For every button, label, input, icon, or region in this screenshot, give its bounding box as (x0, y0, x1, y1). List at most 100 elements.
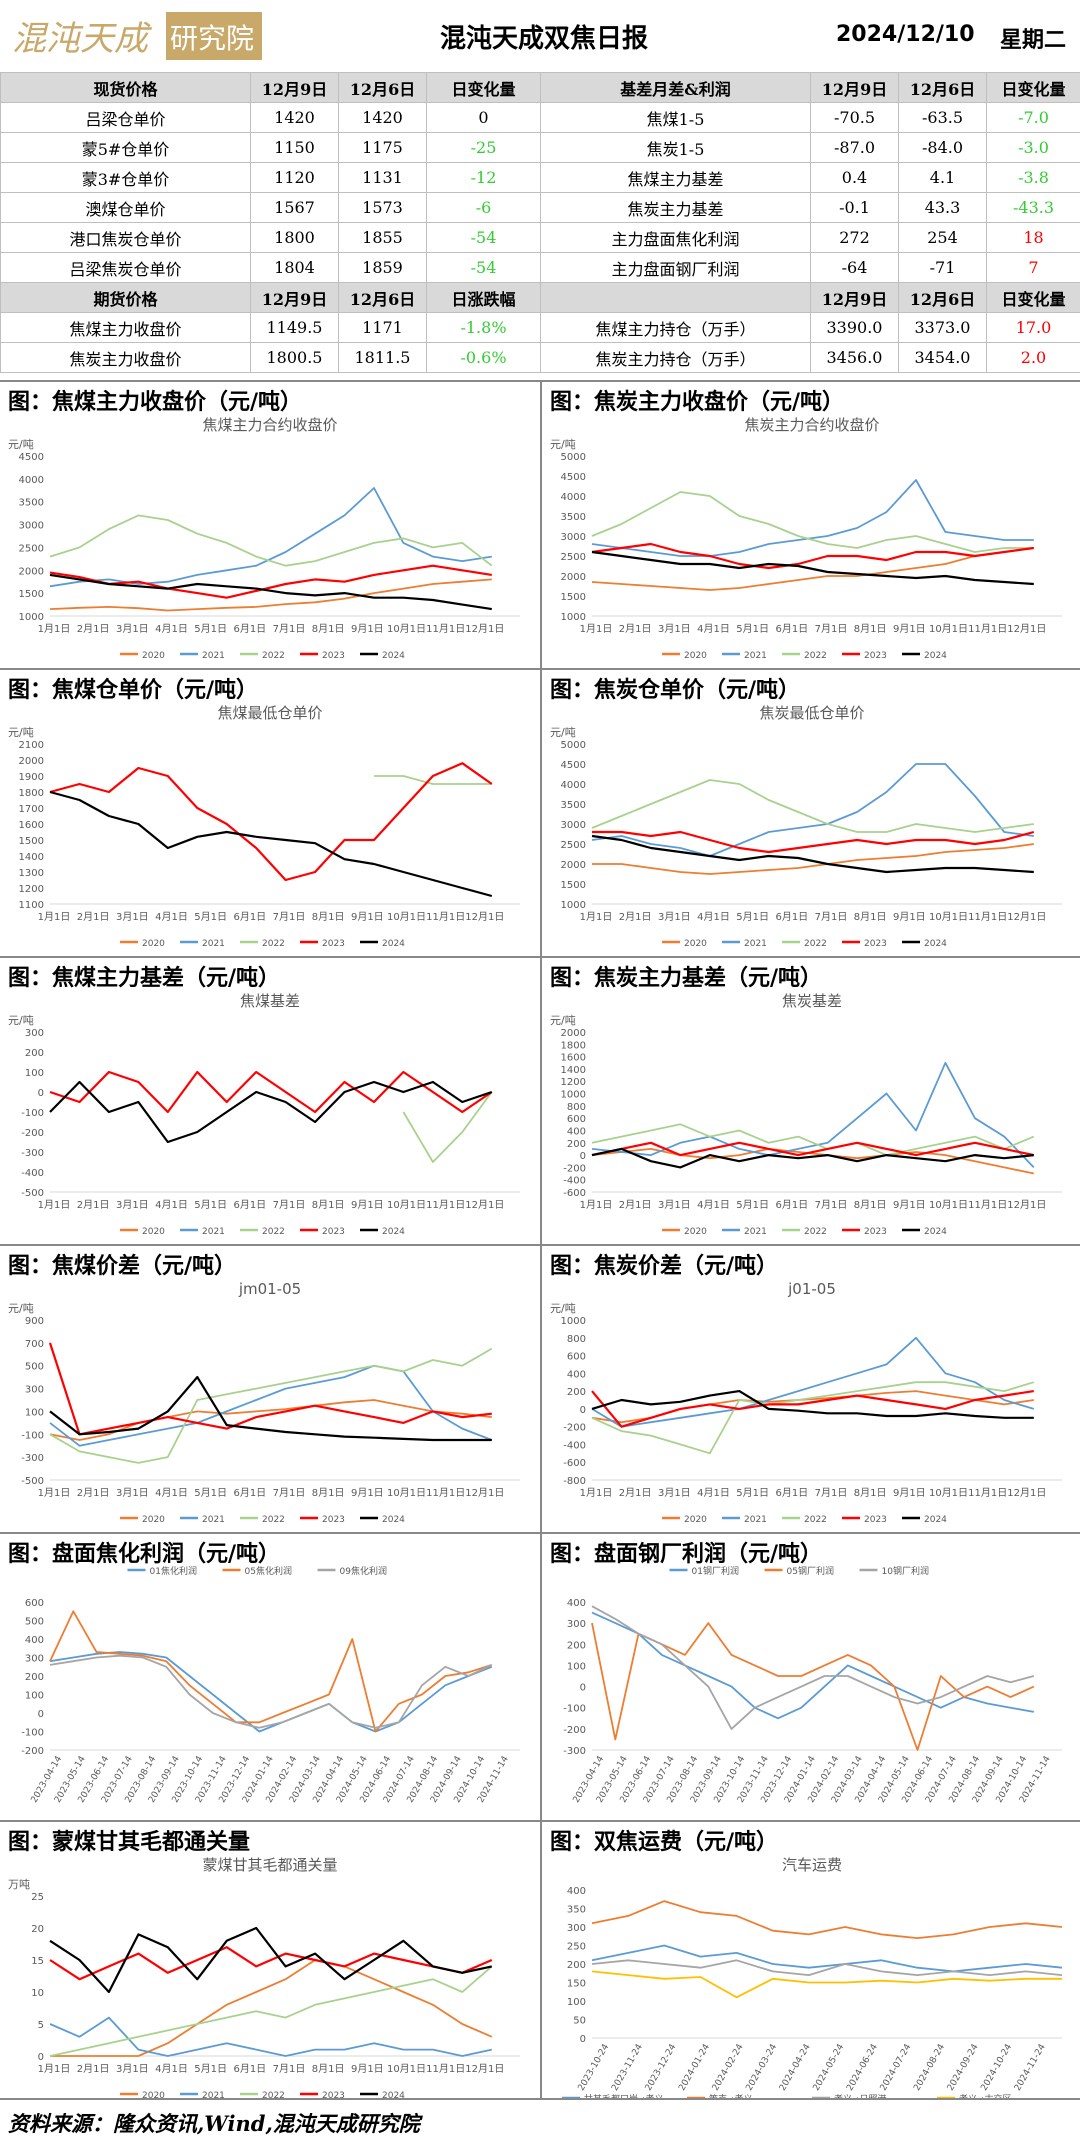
table-cell: 吕梁仓单价 (0, 102, 251, 133)
y-tick-label: 1500 (561, 880, 586, 891)
x-tick-label: 5月1日 (736, 911, 769, 923)
table-cell: 1150 (250, 132, 339, 163)
series-line-3 (591, 1390, 1034, 1428)
table-cell: -12 (426, 162, 541, 193)
chart-section: 图：焦煤价差（元/吨） jm01-05 元/吨 -500 -300 -100 100 300 5… (0, 1244, 1080, 1534)
table-cell: 焦煤1-5 (540, 102, 811, 133)
table-cell: 1811.5 (338, 342, 427, 373)
series-line-2 (591, 1381, 1035, 1455)
table-row: 澳煤仓单价 1567 1573 -6 焦炭主力基差 -0.1 43.3 -43.3 (0, 192, 1080, 223)
x-tick-label: 4月1日 (155, 1199, 188, 1211)
x-tick-label: 10月1日 (387, 2063, 426, 2075)
x-tick-label: 11月1日 (426, 1487, 465, 1499)
table-cell: 1855 (338, 222, 427, 253)
x-tick-label: 1月1日 (580, 623, 613, 635)
x-tick-label: 12月1日 (465, 2063, 504, 2075)
x-tick-label: 4月1日 (697, 1199, 730, 1211)
y-tick-label: 0 (38, 2052, 44, 2063)
legend-label: 2024 (382, 1515, 405, 1525)
legend-label: 2021 (744, 651, 767, 661)
x-tick-label: 1月1日 (38, 1487, 71, 1499)
y-tick-label: 100 (567, 1661, 586, 1672)
legend-label: 05焦化利润 (245, 1565, 292, 1577)
chart-unit: 元/吨 (550, 726, 576, 739)
legend-label: 2024 (924, 939, 947, 949)
table-row: 吕梁焦炭仓单价 1804 1859 -54 主力盘面钢厂利润 -64 -71 7 (0, 252, 1080, 283)
series-line-3 (591, 542, 1034, 570)
y-tick-label: -400 (563, 1176, 586, 1187)
x-tick-label: 11月1日 (426, 911, 465, 923)
table-cell: 焦煤主力收盘价 (0, 312, 251, 343)
legend-label: 2023 (322, 2091, 345, 2101)
table-cell: -25 (426, 132, 541, 163)
table-cell: 蒙5#仓单价 (0, 132, 251, 163)
x-tick-label: 3月1日 (116, 1199, 149, 1211)
table-cell: 主力盘面焦化利润 (540, 222, 811, 253)
legend-label: 2021 (744, 1515, 767, 1525)
y-tick-label: 200 (567, 1640, 586, 1651)
table-header-cell: 基差月差&利润 (540, 72, 811, 103)
y-tick-label: -600 (563, 1188, 586, 1199)
chart-unit: 万吨 (8, 1878, 30, 1891)
x-tick-label: 2月1日 (619, 1487, 652, 1499)
table-cell: 1131 (338, 162, 427, 193)
table-row: 焦煤主力收盘价 1149.5 1171 -1.8% 焦煤主力持仓（万手） 3390.0 33… (0, 312, 1080, 343)
x-tick-label: 11月1日 (968, 911, 1007, 923)
y-tick-label: 2000 (561, 572, 586, 583)
x-tick-label: 8月1日 (854, 911, 887, 923)
y-tick-label: -200 (563, 1423, 586, 1434)
legend-label: 09焦化利润 (340, 1565, 387, 1577)
y-tick-label: 10 (31, 1988, 44, 1999)
x-tick-label: 12月1日 (465, 911, 504, 923)
series-line-2 (49, 514, 493, 567)
table-cell: 蒙3#仓单价 (0, 162, 251, 193)
report-weekday: 星期二 (1000, 27, 1067, 53)
table-header-row: 现货价格 12月9日 12月6日 日变化量 基差月差&利润 12月9日 12月6日 日变化量 (0, 72, 1080, 103)
table-header-cell: 日涨跌幅 (426, 282, 541, 313)
y-tick-label: 4000 (561, 492, 586, 503)
x-tick-label: 1月1日 (38, 1199, 71, 1211)
chart-panel-c5: 图：焦煤主力基差（元/吨） 焦煤基差 元/吨 -500 -400 -300 -200 -100… (0, 958, 540, 1246)
panel-title: 图：盘面焦化利润（元/吨） (8, 1541, 281, 1567)
series-line-0 (50, 1959, 493, 2057)
y-tick-label: 300 (25, 1028, 44, 1039)
y-tick-label: 600 (567, 1114, 586, 1125)
chart-unit: 元/吨 (550, 1014, 576, 1027)
x-tick-label: 7月1日 (273, 1487, 306, 1499)
table-cell: 主力盘面钢厂利润 (540, 252, 811, 283)
x-tick-label: 2月1日 (77, 623, 110, 635)
table-header-cell: 12月6日 (338, 282, 427, 313)
table-cell: -84.0 (898, 132, 987, 163)
table-row: 蒙5#仓单价 1150 1175 -25 焦炭1-5 -87.0 -84.0 -3.0 (0, 132, 1080, 163)
table-cell: 3454.0 (898, 342, 987, 373)
legend-label: 01钢厂利润 (692, 1565, 739, 1577)
legend-label: 2024 (382, 2091, 405, 2101)
legend-label: 2024 (382, 651, 405, 661)
table-header-cell: 12月9日 (250, 72, 339, 103)
chart-panel-c11: 图：蒙煤甘其毛都通关量 蒙煤甘其毛都通关量 万吨 0 5 10 15 20 25 1月1日 2月1日… (0, 1822, 540, 2110)
y-tick-label: 700 (25, 1339, 44, 1350)
price-table: 现货价格 12月9日 12月6日 日变化量 基差月差&利润 12月9日 12月6日 日变化量吕… (0, 72, 1080, 373)
table-cell: 18 (986, 222, 1080, 253)
chart-unit: 元/吨 (8, 1302, 34, 1315)
chart-c9: -200-10001002003004005006002023-04-14202… (21, 1565, 520, 1805)
series-line-2 (49, 1654, 493, 1729)
chart-panel-c7: 图：焦煤价差（元/吨） jm01-05 元/吨 -500 -300 -100 100 300 5… (0, 1246, 540, 1534)
table-cell: 43.3 (898, 192, 987, 223)
chart-panel-c6: 图：焦炭主力基差（元/吨） 焦炭基差 元/吨 -600 -400 -200 0 200 400 6… (540, 958, 1080, 1246)
series-line-4 (591, 834, 1034, 874)
x-tick-label: 12月1日 (465, 1199, 504, 1211)
panel-title: 图：焦煤仓单价（元/吨） (8, 677, 259, 703)
x-tick-label: 7月1日 (815, 1199, 848, 1211)
legend-label: 2021 (202, 939, 225, 949)
x-tick-label: 8月1日 (854, 1199, 887, 1211)
series-line-1 (591, 479, 1034, 557)
x-tick-label: 3月1日 (658, 1199, 691, 1211)
table-cell: -87.0 (810, 132, 899, 163)
table-cell: 焦煤主力基差 (540, 162, 811, 193)
y-tick-label: 200 (25, 1048, 44, 1059)
x-tick-label: 5月1日 (736, 1199, 769, 1211)
